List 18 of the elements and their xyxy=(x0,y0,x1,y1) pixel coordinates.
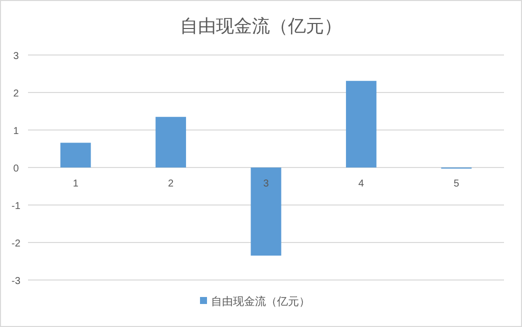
y-tick-label: 1 xyxy=(13,126,20,137)
x-tick-label: 1 xyxy=(72,178,79,190)
x-tick-label: 2 xyxy=(168,178,174,190)
x-tick-label: 5 xyxy=(454,178,460,190)
x-tick-label: 4 xyxy=(358,178,364,190)
x-tick-label: 3 xyxy=(263,178,270,190)
y-tick-label: 3 xyxy=(13,51,20,62)
bar xyxy=(250,168,282,256)
chart-title: 自由现金流（亿元） xyxy=(180,16,342,36)
bar xyxy=(346,80,376,168)
legend-label: 自由现金流（亿元） xyxy=(211,295,310,308)
y-tick-label: 2 xyxy=(13,88,20,100)
bar xyxy=(156,116,186,168)
y-tick-label: -3 xyxy=(12,276,21,287)
y-tick-label: 0 xyxy=(13,164,20,174)
bar xyxy=(60,142,91,168)
y-tick-label: -2 xyxy=(12,238,21,250)
y-tick-label: -1 xyxy=(12,201,21,212)
